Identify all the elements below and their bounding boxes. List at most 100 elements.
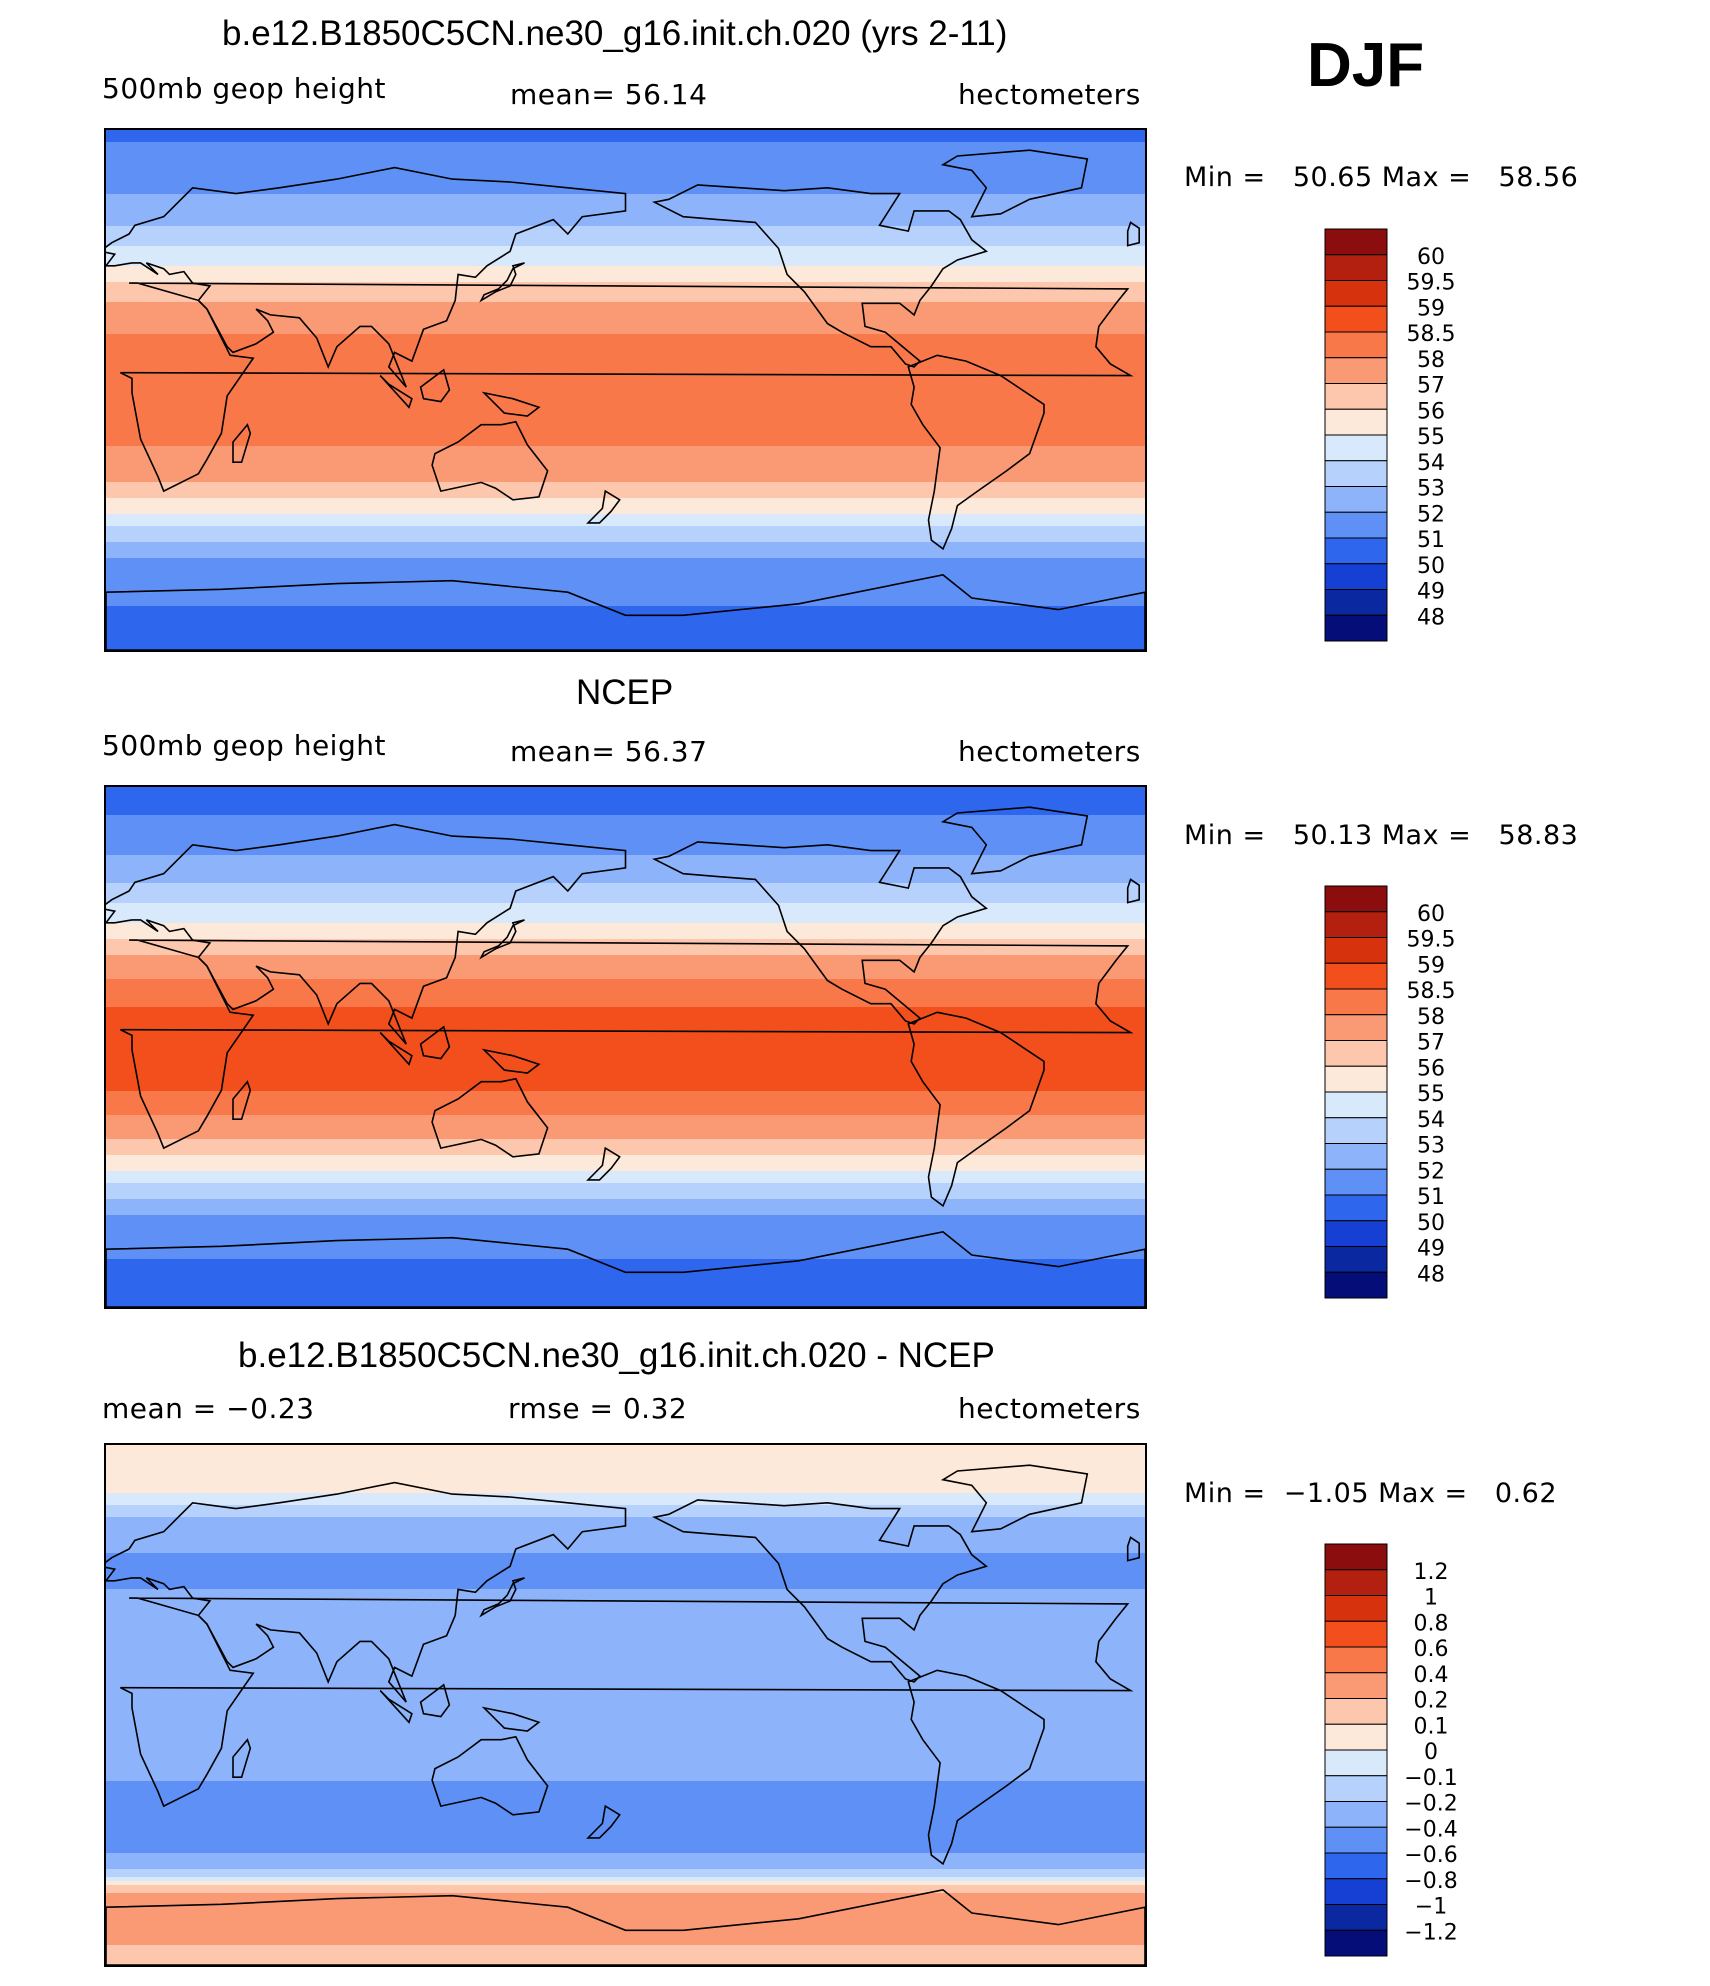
contour-band bbox=[106, 831, 1145, 836]
contour-band bbox=[106, 1553, 1145, 1558]
contour-band bbox=[106, 815, 1145, 820]
contour-band bbox=[106, 1945, 1145, 1950]
contour-band bbox=[106, 502, 1145, 507]
panel-2-map bbox=[104, 785, 1147, 1309]
contour-band bbox=[106, 847, 1145, 852]
contour-band bbox=[106, 1689, 1145, 1694]
contour-band bbox=[106, 566, 1145, 571]
contour-band bbox=[106, 1541, 1145, 1546]
contour-band bbox=[106, 586, 1145, 591]
contour-band bbox=[106, 186, 1145, 191]
colorbar-label: −0.2 bbox=[1404, 1792, 1457, 1817]
contour-band bbox=[106, 374, 1145, 379]
contour-band bbox=[106, 971, 1145, 976]
colorbar-box bbox=[1324, 1246, 1388, 1273]
contour-band bbox=[106, 350, 1145, 355]
contour-band bbox=[106, 895, 1145, 900]
colorbar-label: 59.5 bbox=[1407, 928, 1456, 953]
contour-band bbox=[106, 1299, 1145, 1304]
coastline bbox=[481, 1048, 541, 1074]
contour-band bbox=[106, 254, 1145, 259]
contour-band bbox=[106, 1841, 1145, 1846]
contour-band bbox=[106, 230, 1145, 235]
contour-band bbox=[106, 1821, 1145, 1826]
contour-band bbox=[106, 554, 1145, 559]
contour-band bbox=[106, 1645, 1145, 1650]
contour-band bbox=[106, 1473, 1145, 1478]
contour-band bbox=[106, 1303, 1145, 1307]
contour-band bbox=[106, 1661, 1145, 1666]
contour-band bbox=[106, 1593, 1145, 1598]
contour-band bbox=[106, 891, 1145, 896]
contour-band bbox=[106, 1175, 1145, 1180]
contour-band bbox=[106, 1485, 1145, 1490]
contour-band bbox=[106, 1589, 1145, 1594]
colorbar-label: 0.4 bbox=[1414, 1663, 1449, 1688]
contour-band bbox=[106, 811, 1145, 816]
colorbar-box bbox=[1324, 911, 1388, 938]
contour-band bbox=[106, 1769, 1145, 1774]
contour-band bbox=[106, 1897, 1145, 1902]
colorbar-box bbox=[1324, 1929, 1388, 1957]
contour-band bbox=[106, 438, 1145, 443]
contour-band bbox=[106, 1111, 1145, 1116]
colorbar-box bbox=[1324, 1168, 1388, 1196]
contour-band bbox=[106, 622, 1145, 627]
contour-band bbox=[106, 1019, 1145, 1024]
panel-1-mean-label: mean= 56.14 bbox=[510, 78, 708, 111]
contour-band bbox=[106, 1813, 1145, 1818]
contour-band bbox=[106, 911, 1145, 916]
contour-band bbox=[106, 1625, 1145, 1630]
contour-band bbox=[106, 486, 1145, 491]
colorbar-box bbox=[1324, 1904, 1388, 1931]
colorbar-label: 57 bbox=[1417, 1031, 1445, 1056]
colorbar-box bbox=[1324, 1595, 1388, 1622]
contour-band bbox=[106, 803, 1145, 808]
colorbar-box bbox=[1324, 1065, 1388, 1093]
coastline bbox=[479, 262, 525, 303]
contour-band bbox=[106, 410, 1145, 415]
coastline bbox=[907, 354, 1045, 551]
colorbar-label: 51 bbox=[1417, 528, 1445, 553]
contour-band bbox=[106, 594, 1145, 599]
contour-band bbox=[106, 1665, 1145, 1670]
contour-band bbox=[106, 883, 1145, 888]
contour-band bbox=[106, 1713, 1145, 1718]
colorbar-box bbox=[1324, 305, 1388, 333]
contour-band bbox=[106, 394, 1145, 399]
contour-band bbox=[106, 626, 1145, 631]
contour-band bbox=[106, 899, 1145, 904]
contour-band bbox=[106, 1685, 1145, 1690]
contour-band bbox=[106, 1721, 1145, 1726]
colorbar-box bbox=[1324, 1143, 1388, 1170]
panel-2-colorbar: 60 59.5 59 58.5 58 57 56 55 54 53 52 51 50 49 48 bbox=[1324, 885, 1455, 1299]
colorbar-label: 51 bbox=[1417, 1185, 1445, 1210]
contour-band bbox=[106, 1275, 1145, 1280]
coastline bbox=[431, 1735, 549, 1816]
colorbar-label: 53 bbox=[1417, 477, 1445, 502]
contour-band bbox=[106, 1263, 1145, 1268]
contour-band bbox=[106, 1729, 1145, 1734]
coastline bbox=[232, 1080, 252, 1121]
colorbar-box bbox=[1324, 331, 1388, 359]
colorbar-box bbox=[1324, 254, 1388, 281]
contour-band bbox=[106, 1833, 1145, 1838]
colorbar-label: 0.1 bbox=[1414, 1714, 1449, 1739]
contour-band bbox=[106, 1605, 1145, 1610]
contour-band bbox=[106, 138, 1145, 143]
contour-band bbox=[106, 1211, 1145, 1216]
contour-band bbox=[106, 1929, 1145, 1934]
colorbar-box bbox=[1324, 1672, 1388, 1699]
contour-band bbox=[106, 514, 1145, 519]
coastline bbox=[431, 420, 549, 501]
coastline bbox=[120, 939, 1134, 1150]
contour-band bbox=[106, 1291, 1145, 1296]
contour-band bbox=[106, 446, 1145, 451]
contour-band bbox=[106, 1099, 1145, 1104]
contour-band bbox=[106, 550, 1145, 555]
contour-band bbox=[106, 1231, 1145, 1236]
contour-band bbox=[106, 458, 1145, 463]
contour-band bbox=[106, 983, 1145, 988]
contour-band bbox=[106, 1003, 1145, 1008]
contour-band bbox=[106, 1889, 1145, 1894]
